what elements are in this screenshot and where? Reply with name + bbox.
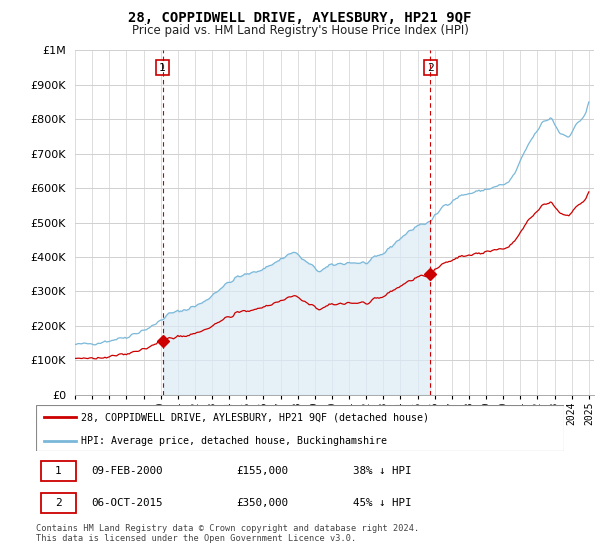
Text: £350,000: £350,000 [236, 498, 289, 508]
Bar [41, 461, 76, 480]
Text: 28, COPPIDWELL DRIVE, AYLESBURY, HP21 9QF: 28, COPPIDWELL DRIVE, AYLESBURY, HP21 9Q… [128, 11, 472, 25]
Text: 1: 1 [159, 63, 166, 73]
Text: 38% ↓ HPI: 38% ↓ HPI [353, 466, 412, 476]
Text: 06-OCT-2015: 06-OCT-2015 [91, 498, 163, 508]
Text: HPI: Average price, detached house, Buckinghamshire: HPI: Average price, detached house, Buck… [81, 436, 387, 446]
Text: Contains HM Land Registry data © Crown copyright and database right 2024.
This d: Contains HM Land Registry data © Crown c… [36, 524, 419, 543]
Text: 2: 2 [55, 498, 62, 508]
Text: 1: 1 [55, 466, 62, 476]
Text: £155,000: £155,000 [236, 466, 289, 476]
Text: 28, COPPIDWELL DRIVE, AYLESBURY, HP21 9QF (detached house): 28, COPPIDWELL DRIVE, AYLESBURY, HP21 9Q… [81, 412, 429, 422]
Text: 09-FEB-2000: 09-FEB-2000 [91, 466, 163, 476]
Text: Price paid vs. HM Land Registry's House Price Index (HPI): Price paid vs. HM Land Registry's House … [131, 24, 469, 36]
Text: 45% ↓ HPI: 45% ↓ HPI [353, 498, 412, 508]
Text: 2: 2 [427, 63, 434, 73]
Bar [41, 493, 76, 512]
